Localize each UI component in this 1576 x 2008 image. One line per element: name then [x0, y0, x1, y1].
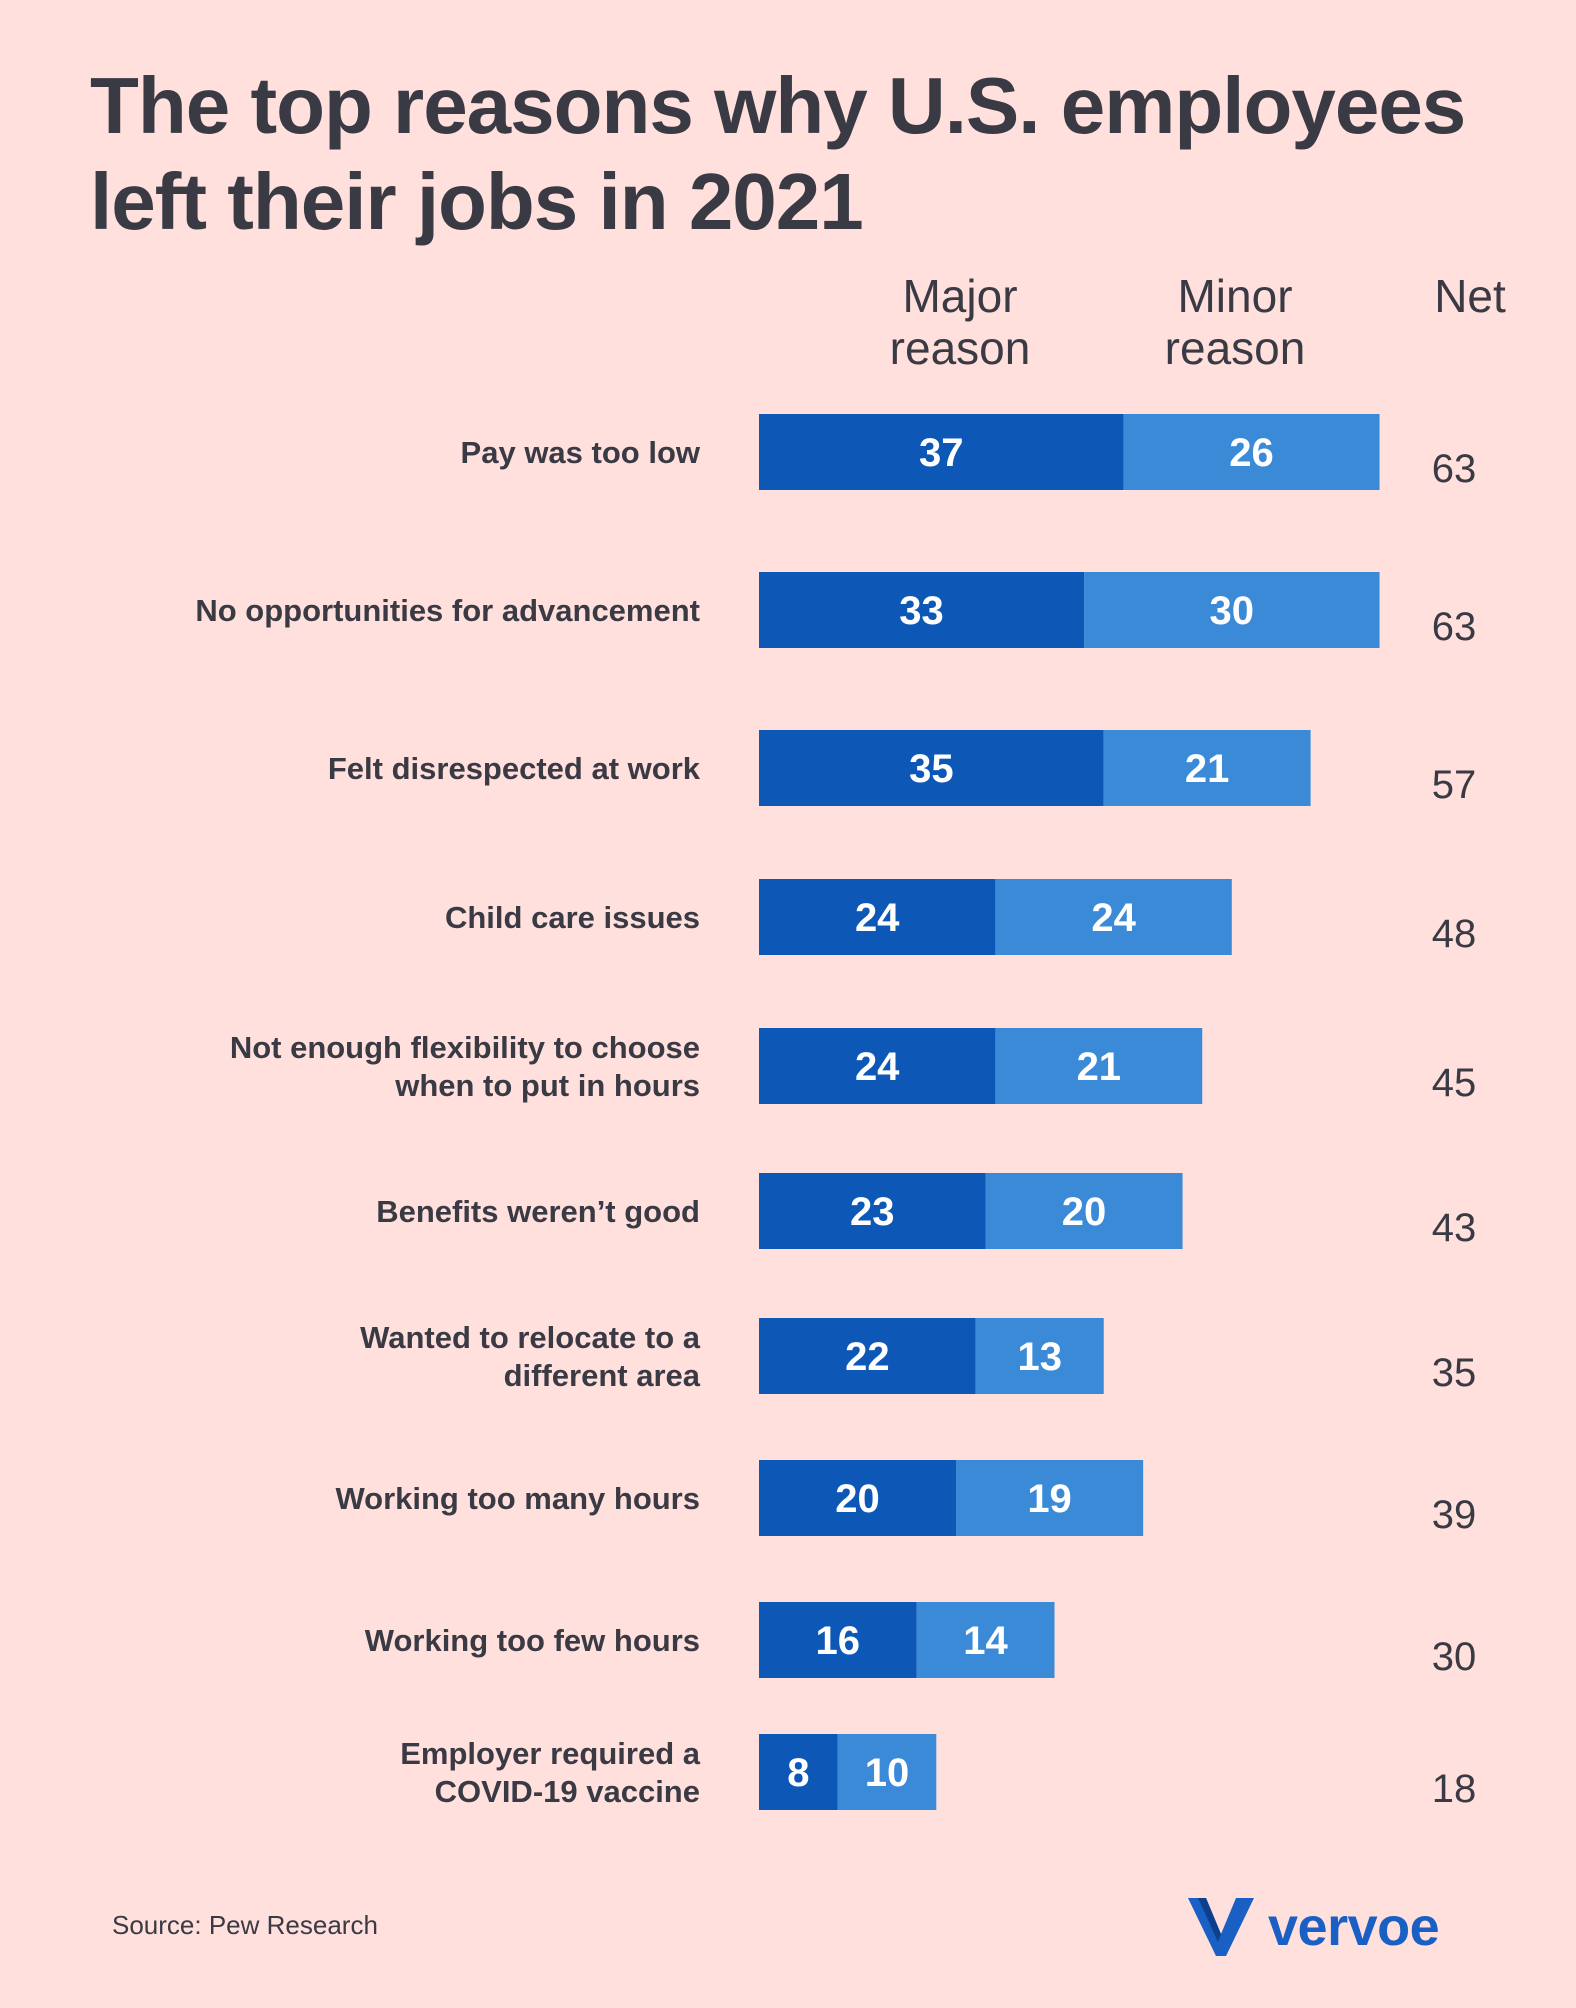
major-reason-bar: [759, 1318, 976, 1394]
vervoe-logo: vervoe: [1188, 1892, 1440, 1962]
minor-reason-value-label: 21: [1077, 1045, 1122, 1089]
chart-title: The top reasons why U.S. employees left …: [90, 58, 1490, 250]
major-reason-value-label: 8: [787, 1751, 809, 1795]
net-value-label: 45: [1432, 1061, 1477, 1105]
vervoe-logo-text: vervoe: [1268, 1897, 1440, 1957]
minor-reason-bar: [975, 1318, 1104, 1394]
category-label: when to put in hours: [394, 1068, 700, 1103]
net-value-label: 30: [1432, 1635, 1477, 1679]
minor-reason-value-label: 20: [1062, 1190, 1107, 1234]
category-label: Felt disrespected at work: [328, 751, 701, 786]
major-reason-value-label: 37: [919, 431, 964, 475]
major-reason-bar: [759, 730, 1104, 806]
category-label: No opportunities for advancement: [195, 593, 700, 628]
net-value-label: 18: [1432, 1767, 1477, 1811]
major-reason-bar: [759, 572, 1085, 648]
minor-reason-value-label: 10: [865, 1751, 910, 1795]
net-value-label: 57: [1432, 763, 1477, 807]
category-label: Pay was too low: [461, 435, 701, 470]
major-reason-bar: [759, 414, 1124, 490]
net-value-label: 39: [1432, 1493, 1477, 1537]
minor-reason-value-label: 13: [1017, 1335, 1062, 1379]
minor-reason-bar: [1084, 572, 1380, 648]
minor-reason-bar: [985, 1173, 1183, 1249]
major-reason-value-label: 24: [855, 896, 900, 940]
minor-reason-header-line-2: reason: [1164, 322, 1306, 374]
major-reason-value-label: 23: [850, 1190, 895, 1234]
major-reason-bar: [759, 1173, 986, 1249]
major-reason-header: Major reason: [860, 270, 1060, 374]
major-reason-header-line-1: Major: [902, 270, 1018, 322]
major-reason-bar: [759, 1602, 917, 1678]
major-reason-header-line-2: reason: [889, 322, 1031, 374]
chart-title-line-1: The top reasons why U.S. employees: [90, 61, 1466, 150]
chart-title-line-2: left their jobs in 2021: [90, 157, 864, 246]
major-reason-bar: [759, 1028, 996, 1104]
minor-reason-bar: [995, 1028, 1203, 1104]
category-label: different area: [504, 1358, 701, 1393]
major-reason-value-label: 35: [909, 747, 954, 791]
minor-reason-bar: [837, 1734, 937, 1810]
major-reason-value-label: 16: [816, 1619, 861, 1663]
major-reason-bar: [759, 1734, 838, 1810]
category-label: Benefits weren’t good: [376, 1194, 700, 1229]
minor-reason-header-line-1: Minor: [1177, 270, 1293, 322]
net-value-label: 43: [1432, 1206, 1477, 1250]
category-label: Working too many hours: [335, 1481, 700, 1516]
category-label: Child care issues: [445, 900, 700, 935]
net-header: Net: [1410, 270, 1530, 322]
minor-reason-bar: [1123, 414, 1380, 490]
minor-reason-value-label: 24: [1091, 896, 1136, 940]
minor-reason-value-label: 26: [1229, 431, 1274, 475]
minor-reason-bar: [916, 1602, 1055, 1678]
minor-reason-header: Minor reason: [1135, 270, 1335, 374]
major-reason-value-label: 33: [899, 589, 944, 633]
category-label: Working too few hours: [365, 1623, 700, 1658]
minor-reason-bar: [1103, 730, 1311, 806]
net-header-label: Net: [1434, 270, 1506, 322]
net-value-label: 35: [1432, 1351, 1477, 1395]
major-reason-value-label: 20: [835, 1477, 880, 1521]
category-label: Wanted to relocate to a: [360, 1320, 701, 1355]
net-value-label: 48: [1432, 912, 1477, 956]
minor-reason-value-label: 19: [1027, 1477, 1072, 1521]
category-label: COVID-19 vaccine: [435, 1774, 700, 1809]
category-label: Not enough flexibility to choose: [230, 1030, 700, 1065]
category-label: Employer required a: [400, 1736, 701, 1771]
minor-reason-bar: [995, 879, 1232, 955]
major-reason-value-label: 22: [845, 1335, 890, 1379]
major-reason-bar: [759, 1460, 956, 1536]
minor-reason-value-label: 14: [963, 1619, 1008, 1663]
vervoe-v-logo-icon: [1188, 1898, 1254, 1956]
net-value-label: 63: [1432, 605, 1477, 649]
minor-reason-bar: [956, 1460, 1144, 1536]
major-reason-bar: [759, 879, 996, 955]
source-note: Source: Pew Research: [112, 1910, 378, 1940]
major-reason-value-label: 24: [855, 1045, 900, 1089]
net-value-label: 63: [1432, 447, 1477, 491]
minor-reason-value-label: 30: [1210, 589, 1255, 633]
minor-reason-value-label: 21: [1185, 747, 1230, 791]
